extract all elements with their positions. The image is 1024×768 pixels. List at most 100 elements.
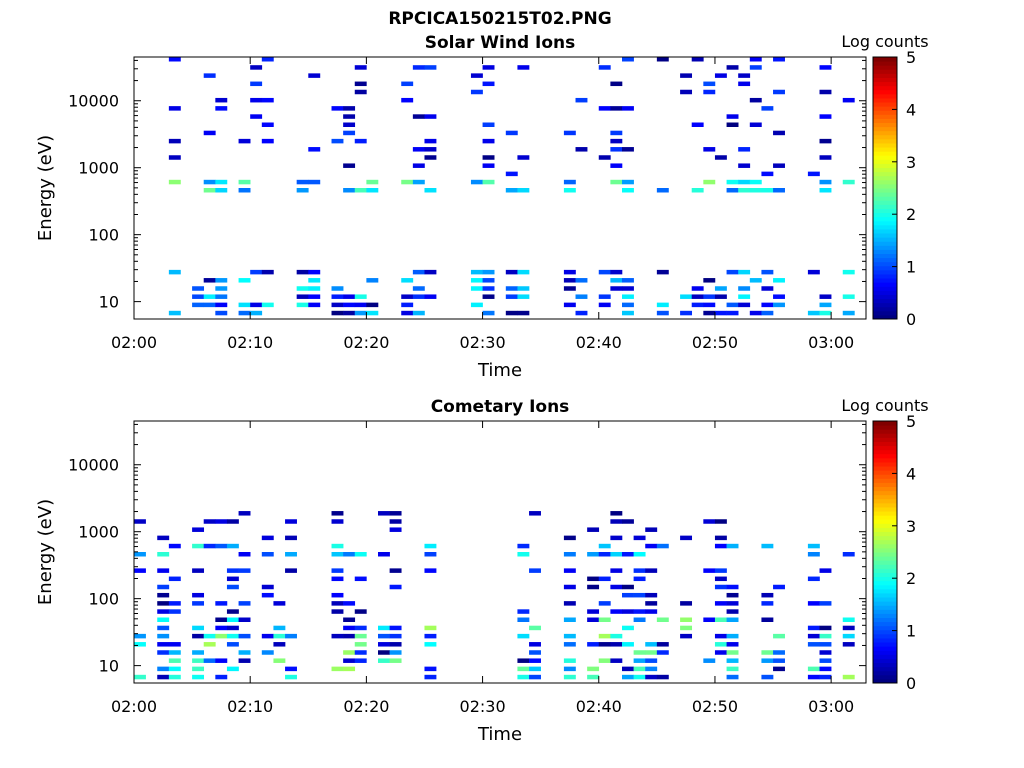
heatmap-cell xyxy=(622,188,634,193)
colorbar-swatch xyxy=(873,200,897,205)
heatmap-cell xyxy=(622,609,634,614)
heatmap-cell xyxy=(622,179,634,185)
heatmap-cell xyxy=(354,294,367,299)
heatmap-cell xyxy=(261,633,274,639)
heatmap-cell xyxy=(563,179,576,185)
heatmap-cell xyxy=(726,584,739,590)
heatmap-cell xyxy=(505,286,518,291)
heatmap-cell xyxy=(482,278,495,283)
heatmap-cell xyxy=(378,633,390,639)
colorbar-swatch xyxy=(873,556,897,561)
heatmap-cell xyxy=(598,269,611,275)
heatmap-cell xyxy=(819,188,832,193)
heatmap-cell xyxy=(401,302,414,308)
heatmap-cell xyxy=(424,674,437,680)
figure-title: RPCICA150215T02.PNG xyxy=(388,9,611,29)
heatmap-cell xyxy=(761,601,774,606)
heatmap-cell xyxy=(482,122,495,127)
heatmap-cell xyxy=(331,666,344,672)
x-tick-label: 02:40 xyxy=(576,697,622,716)
heatmap-cell xyxy=(482,310,495,316)
colorbar-frame xyxy=(872,420,898,684)
x-tick-label: 03:00 xyxy=(808,697,854,716)
heatmap-cell xyxy=(749,65,762,70)
heatmap-cell xyxy=(366,179,379,185)
heatmap-cell xyxy=(192,592,205,598)
heatmap-cell xyxy=(645,543,658,549)
colorbar-swatch xyxy=(873,273,897,279)
colorbar-swatch xyxy=(873,183,897,189)
colorbar-swatch xyxy=(873,233,897,238)
colorbar-swatch xyxy=(873,552,897,557)
heatmap-cell xyxy=(412,269,425,275)
heatmap-cell xyxy=(354,658,367,663)
colorbar-swatch xyxy=(873,457,897,463)
heatmap-cell xyxy=(773,89,785,95)
colorbar-swatch xyxy=(873,470,897,475)
y-axis: 10 100 1000 10000 xyxy=(68,59,866,312)
colorbar-swatch xyxy=(873,642,897,647)
y-tick-label: 100 xyxy=(88,226,119,245)
colorbar-swatch xyxy=(873,106,897,111)
heatmap-cell xyxy=(680,625,693,631)
heatmap-cell xyxy=(714,543,727,549)
heatmap-cell xyxy=(761,302,774,308)
heatmap-cell xyxy=(482,163,495,168)
y-tick-label: 10 xyxy=(99,293,119,312)
colorbar-tick-label: 4 xyxy=(906,464,916,483)
colorbar-swatch xyxy=(873,241,897,246)
colorbar-swatch xyxy=(873,543,897,549)
heatmap-cell xyxy=(773,666,785,672)
heatmap-cell xyxy=(529,658,541,663)
heatmap-cell xyxy=(598,617,611,622)
heatmap-cell xyxy=(587,617,600,622)
heatmap-cell xyxy=(401,310,414,316)
colorbar-swatch xyxy=(873,601,897,606)
heatmap-cell xyxy=(807,269,820,275)
heatmap-cell xyxy=(517,617,530,622)
colorbar-swatch xyxy=(873,523,897,528)
heatmap-cell xyxy=(645,601,658,606)
heatmap-cell xyxy=(622,286,634,291)
colorbar-swatch xyxy=(873,237,897,242)
heatmap-cell xyxy=(773,278,785,283)
heatmap-cell xyxy=(714,73,727,78)
heatmap-cell xyxy=(610,519,623,524)
colorbar-swatch xyxy=(873,97,897,103)
heatmap-cell xyxy=(308,286,321,291)
heatmap-cell xyxy=(238,633,251,639)
heatmap-cell xyxy=(587,576,600,582)
heatmap-cell xyxy=(842,552,855,557)
heatmap-cell xyxy=(563,568,576,573)
heatmap-cell xyxy=(378,552,390,557)
heatmap-cell xyxy=(412,179,425,185)
heatmap-cell xyxy=(842,97,855,103)
heatmap-cell xyxy=(633,650,646,655)
heatmap-cell xyxy=(203,73,216,78)
heatmap-cell xyxy=(343,658,356,663)
colorbar-swatch xyxy=(873,294,897,300)
heatmap-cell xyxy=(703,658,716,663)
heatmap-cell xyxy=(563,286,576,291)
heatmap-cell xyxy=(691,57,704,62)
heatmap-cell xyxy=(192,625,205,631)
heatmap-cell xyxy=(633,658,646,663)
heatmap-cell xyxy=(680,617,693,622)
colorbar-swatch xyxy=(873,560,897,565)
heatmap-cell xyxy=(529,650,541,655)
colorbar-tick-label: 0 xyxy=(906,674,916,693)
heatmap-cell xyxy=(331,310,344,316)
heatmap-cell xyxy=(563,535,576,541)
heatmap-cell xyxy=(761,650,774,655)
heatmap-cell xyxy=(598,576,611,582)
heatmap-cell xyxy=(749,57,762,62)
heatmap-cell xyxy=(842,674,855,680)
heatmap-cell xyxy=(517,269,530,275)
colorbar-tick-label: 1 xyxy=(906,258,916,277)
colorbar-swatch xyxy=(873,466,897,471)
heatmap-cell xyxy=(238,310,251,316)
heatmap-cell xyxy=(714,310,727,316)
heatmap-cell xyxy=(261,592,274,598)
heatmap-cell xyxy=(215,294,228,299)
x-tick-label: 03:00 xyxy=(808,333,854,352)
